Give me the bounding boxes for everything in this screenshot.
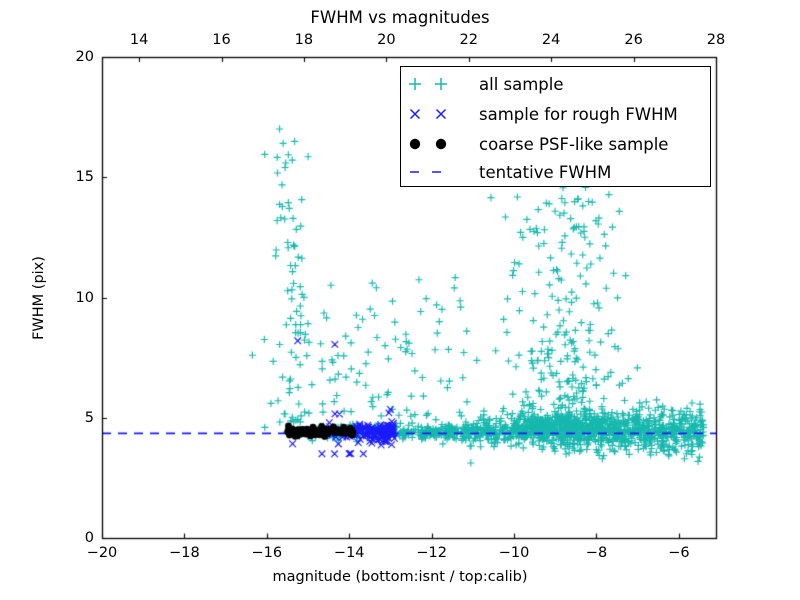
y-tick-3: 15 (75, 169, 94, 186)
x-axis-label: magnitude (bottom:isnt / top:calib) (272, 569, 528, 585)
x-tick-bottom-6: −8 (585, 545, 608, 561)
x-tick-top-6: 26 (624, 32, 643, 48)
legend-label-coarse-psf: coarse PSF-like sample (479, 134, 669, 154)
x-tick-top-4: 22 (459, 32, 478, 48)
y-tick-4: 20 (75, 49, 94, 65)
dashed-line-icon (401, 157, 479, 187)
x-tick-top-1: 16 (212, 32, 231, 48)
x-tick-top-2: 18 (294, 32, 314, 48)
chart-title: FWHM vs magnitudes (310, 8, 490, 27)
x-tick-bottom-5: −10 (498, 545, 530, 561)
y-tick-0: 0 (84, 530, 94, 546)
legend-label-rough-fwhm: sample for rough FWHM (479, 104, 678, 124)
plus-marker-icon (401, 69, 479, 99)
x-tick-bottom-0: −20 (86, 545, 118, 561)
x-tick-bottom-4: −12 (416, 545, 447, 561)
x-tick-top-5: 24 (541, 32, 561, 48)
x-tick-bottom-3: −14 (333, 545, 365, 561)
x-tick-bottom-2: −16 (251, 545, 283, 561)
y-tick-1: 5 (84, 409, 94, 426)
dot-marker-icon (401, 129, 479, 159)
legend-entry-all-sample: all sample (401, 69, 710, 99)
legend-label-tentative-fwhm: tentative FWHM (479, 162, 612, 182)
x-tick-top-7: 28 (706, 32, 726, 48)
x-tick-bottom-1: −18 (169, 545, 200, 561)
y-tick-2: 10 (75, 289, 94, 306)
x-tick-top-0: 14 (129, 32, 149, 48)
legend-entry-coarse-psf: coarse PSF-like sample (401, 129, 710, 159)
cross-marker-icon (401, 99, 479, 129)
legend-entry-tentative-fwhm: tentative FWHM (401, 157, 710, 187)
chart-legend: all sample sample for rough FWHM (400, 66, 711, 187)
x-tick-top-3: 20 (377, 32, 396, 48)
legend-entry-rough-fwhm: sample for rough FWHM (401, 99, 710, 129)
legend-label-all-sample: all sample (479, 74, 564, 94)
x-tick-bottom-7: −6 (668, 545, 690, 561)
